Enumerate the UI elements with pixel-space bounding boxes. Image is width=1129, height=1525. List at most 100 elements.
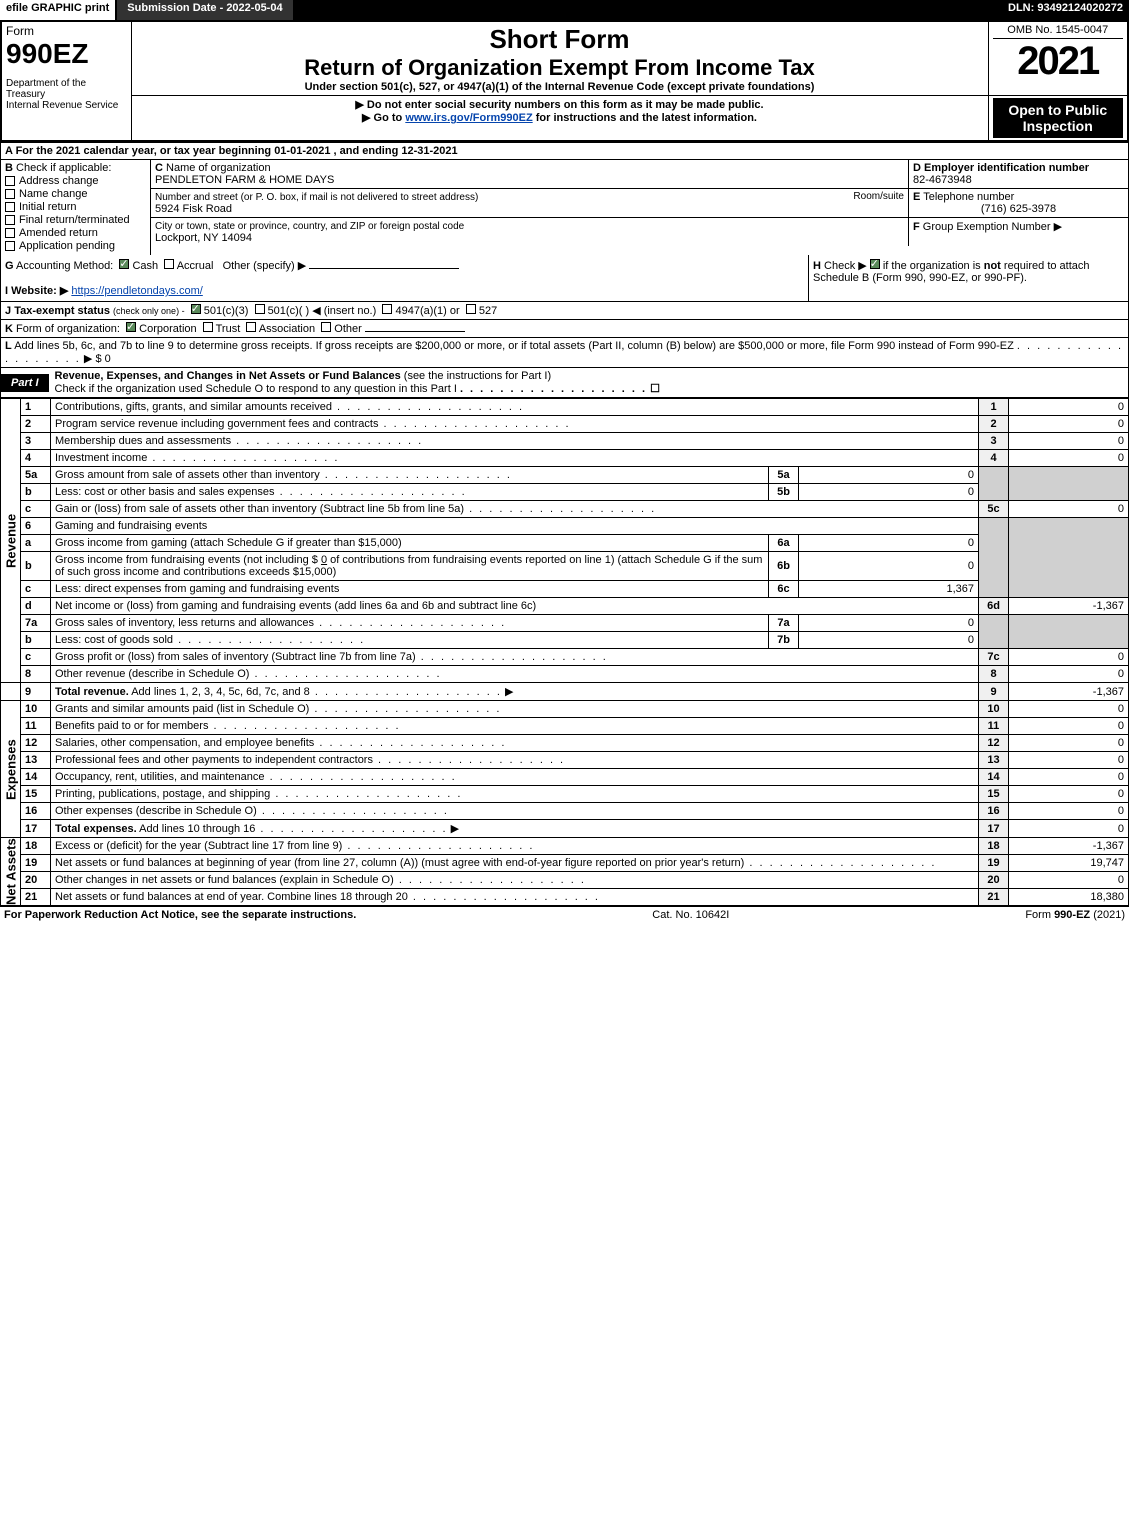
right-line-num: 13 (979, 752, 1009, 769)
table-row: c Gain or (loss) from sale of assets oth… (1, 501, 1129, 518)
checkbox-icon[interactable] (5, 202, 15, 212)
right-line-num: 1 (979, 399, 1009, 416)
ein-label: Employer identification number (924, 162, 1089, 174)
checkbox-icon[interactable] (5, 189, 15, 199)
part-1-subtitle: (see the instructions for Part I) (404, 370, 551, 382)
line-desc: Net assets or fund balances at end of ye… (51, 889, 979, 906)
line-num: 2 (21, 416, 51, 433)
checkbox-icon[interactable] (203, 322, 213, 332)
line-num: 16 (21, 803, 51, 820)
checkbox-checked-icon[interactable] (119, 259, 129, 269)
right-line-num: 4 (979, 450, 1009, 467)
right-line-num: 21 (979, 889, 1009, 906)
check-final-return[interactable]: Final return/terminated (5, 214, 146, 226)
dots-icon (249, 668, 441, 680)
sub-line-value: 0 (799, 632, 979, 649)
line-value: 0 (1009, 803, 1129, 820)
right-line-num: 12 (979, 735, 1009, 752)
line-desc: Professional fees and other payments to … (51, 752, 979, 769)
line-num: 5a (21, 467, 51, 484)
check-address-change[interactable]: Address change (5, 175, 146, 187)
right-line-num: 5c (979, 501, 1009, 518)
form-number: 990EZ (6, 38, 127, 70)
dots-icon (310, 686, 502, 698)
sub-line-num: 7b (769, 632, 799, 649)
line-num: b (21, 552, 51, 581)
desc-bold: Total revenue. (55, 686, 129, 698)
opt-other: Other (334, 323, 362, 335)
sub-line-value: 0 (799, 484, 979, 501)
check-initial-return[interactable]: Initial return (5, 201, 146, 213)
desc-text: Grants and similar amounts paid (list in… (55, 703, 309, 715)
table-row: 3 Membership dues and assessments 3 0 (1, 433, 1129, 450)
table-row: b Less: cost or other basis and sales ex… (1, 484, 1129, 501)
line-value: -1,367 (1009, 683, 1129, 701)
part-1-title-text: Revenue, Expenses, and Changes in Net As… (55, 370, 401, 382)
checkbox-icon[interactable] (246, 322, 256, 332)
line-num: 4 (21, 450, 51, 467)
check-label: Amended return (19, 227, 98, 239)
check-amended-return[interactable]: Amended return (5, 227, 146, 239)
section-c-city: City or town, state or province, country… (151, 218, 908, 246)
checkbox-icon[interactable] (164, 259, 174, 269)
other-line[interactable] (365, 331, 465, 332)
check-only-one: (check only one) - (113, 306, 185, 316)
sub-line-value: 0 (799, 552, 979, 581)
tax-exempt-label: Tax-exempt status (14, 305, 110, 317)
shaded-cell (1009, 518, 1129, 598)
line-desc: Salaries, other compensation, and employ… (51, 735, 979, 752)
section-c-street: Number and street (or P. O. box, if mail… (151, 189, 908, 217)
line-desc: Printing, publications, postage, and shi… (51, 786, 979, 803)
checkbox-icon[interactable] (321, 322, 331, 332)
desc-text: Gain or (loss) from sale of assets other… (55, 503, 464, 515)
line-value: 0 (1009, 769, 1129, 786)
sub-line-value: 0 (799, 535, 979, 552)
desc-text: Less: cost of goods sold (55, 634, 173, 646)
line-value: -1,367 (1009, 598, 1129, 615)
checkbox-icon[interactable] (255, 304, 265, 314)
check-name-change[interactable]: Name change (5, 188, 146, 200)
dots-icon (173, 634, 365, 646)
line-desc: Gross amount from sale of assets other t… (51, 467, 769, 484)
website-link[interactable]: https://pendletondays.com/ (71, 285, 202, 297)
right-line-num: 10 (979, 701, 1009, 718)
accrual-label: Accrual (177, 260, 214, 272)
desc-text: Add lines 1, 2, 3, 4, 5c, 6d, 7c, and 8 (129, 686, 310, 698)
checkbox-icon[interactable] (5, 176, 15, 186)
table-row: 12 Salaries, other compensation, and emp… (1, 735, 1129, 752)
line-value: 0 (1009, 786, 1129, 803)
other-specify-line[interactable] (309, 268, 459, 269)
line-num: 6 (21, 518, 51, 535)
table-row: 20 Other changes in net assets or fund b… (1, 872, 1129, 889)
schedule-o-checkbox[interactable]: ☐ (650, 383, 660, 395)
sub-line-num: 6c (769, 581, 799, 598)
line-desc: Investment income (51, 450, 979, 467)
arrow-icon: ▶ (451, 823, 459, 835)
sub-line-num: 6a (769, 535, 799, 552)
table-row: 16 Other expenses (describe in Schedule … (1, 803, 1129, 820)
shaded-cell (979, 518, 1009, 598)
checkbox-icon[interactable] (466, 304, 476, 314)
desc-text: Occupancy, rent, utilities, and maintena… (55, 771, 265, 783)
section-e-phone: E Telephone number (716) 625-3978 (908, 189, 1128, 217)
check-application-pending[interactable]: Application pending (5, 240, 146, 252)
line-desc: Gross income from gaming (attach Schedul… (51, 535, 769, 552)
checkbox-checked-icon[interactable] (191, 304, 201, 314)
form-header: Form 990EZ Department of the Treasury In… (0, 20, 1129, 142)
checkbox-icon[interactable] (382, 304, 392, 314)
line-value: 0 (1009, 820, 1129, 838)
checkbox-icon[interactable] (5, 241, 15, 251)
section-f-group: F Group Exemption Number ▶ (908, 218, 1128, 246)
checkbox-checked-icon[interactable] (126, 322, 136, 332)
checkbox-checked-icon[interactable] (870, 259, 880, 269)
section-d-ein: D Employer identification number 82-4673… (908, 160, 1128, 188)
irs-link[interactable]: www.irs.gov/Form990EZ (405, 112, 532, 124)
efile-print-label[interactable]: efile GRAPHIC print (0, 0, 117, 20)
checkbox-icon[interactable] (5, 228, 15, 238)
website-label: Website: ▶ (11, 285, 68, 297)
right-line-num: 17 (979, 820, 1009, 838)
dots-icon (231, 435, 423, 447)
desc-text: Less: direct expenses from gaming and fu… (55, 583, 339, 595)
desc-text: Gross profit or (loss) from sales of inv… (55, 651, 416, 663)
checkbox-icon[interactable] (5, 215, 15, 225)
